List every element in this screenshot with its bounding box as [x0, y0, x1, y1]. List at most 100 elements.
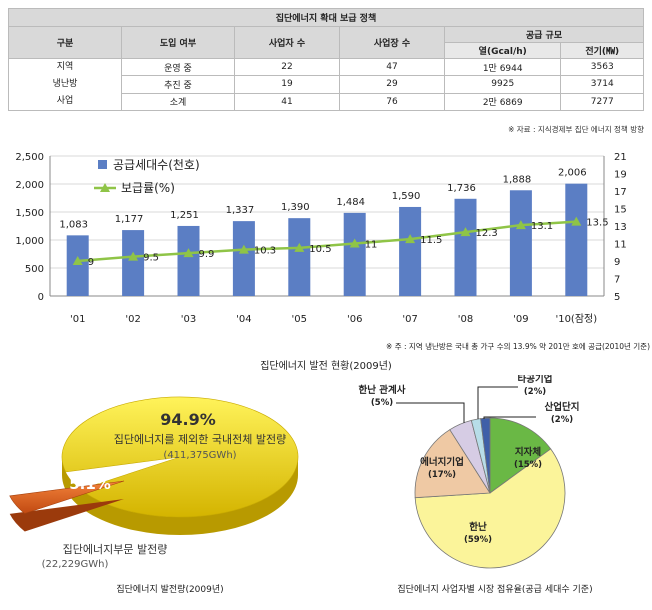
generation-pie-caption: 집단에너지 발전량(2009년) — [116, 585, 224, 595]
pie-slice-side — [9, 499, 125, 532]
pie-slice — [414, 448, 566, 569]
rate-point — [183, 248, 194, 258]
cell-sites: 76 — [339, 92, 445, 112]
pie-slice-small — [9, 480, 125, 514]
rate-value-label: 13.1 — [531, 221, 553, 232]
x-tick-label: '01 — [70, 314, 85, 325]
bar — [454, 198, 477, 296]
y-tick-label: 0 — [38, 292, 44, 303]
rate-point — [349, 238, 360, 248]
table-row: 소계 41 76 2만 6869 7277 — [9, 92, 644, 112]
cell-operators: 22 — [234, 57, 340, 77]
category-label: 냉난방 — [52, 79, 78, 89]
slice-percent-label: (59%) — [464, 535, 492, 545]
rate-value-label: 13.5 — [586, 218, 608, 229]
x-tick-label: '06 — [347, 314, 362, 325]
pie-slice-side — [62, 457, 298, 535]
slice-label: 산업단지 — [545, 401, 580, 413]
bar — [66, 235, 89, 296]
slice-percent-label: (17%) — [428, 470, 456, 480]
x-tick-label: '05 — [292, 314, 307, 325]
generation-pie-chart: 94.9% 집단에너지를 제외한 국내전체 발전량 (411,375GWh) 5.1%… — [9, 396, 299, 570]
rate-value-label: 10.5 — [309, 244, 331, 255]
x-tick-label: '08 — [458, 314, 473, 325]
cell-sites: 47 — [339, 57, 445, 77]
pie-slice — [414, 429, 491, 499]
legend-label: 보급률(%) — [121, 181, 175, 195]
leader-line — [483, 416, 536, 419]
slice-label: 집단에너지를 제외한 국내전체 발전량 — [114, 433, 286, 446]
y2-tick-label: 7 — [614, 275, 620, 286]
category-cell: 지역 냉난방 사업 — [8, 58, 122, 111]
cell-status: 운영 중 — [121, 57, 235, 77]
rate-point — [128, 251, 139, 261]
rate-value-label: 9.9 — [199, 249, 215, 260]
y2-tick-label: 9 — [614, 257, 620, 268]
table-source-note: ※ 자료 : 지식경제부 집단 에너지 정책 방향 — [508, 125, 644, 134]
table-row: 추진 중 19 29 9925 3714 — [9, 75, 644, 94]
slice-percent-label: (2%) — [524, 387, 546, 397]
policy-table: 집단에너지 확대 보급 정책 구분 도입 여부 사업자 수 사업장 수 공급 규… — [8, 8, 644, 112]
rate-point — [571, 216, 582, 226]
cell-sites: 29 — [339, 75, 445, 94]
rate-point — [515, 220, 526, 230]
y-tick-label: 500 — [25, 264, 44, 275]
legend-swatch-bar — [98, 160, 107, 169]
bar-value-label: 1,484 — [336, 197, 365, 208]
supply-combo-chart: 0 500 1,000 1,500 2,000 2,500 5 7 9 11 13 15 17 19 21 1… — [15, 152, 627, 325]
category-label: 사업 — [56, 96, 74, 106]
y-tick-label: 2,000 — [15, 180, 44, 191]
bar — [288, 218, 311, 296]
slice-percent-label: 5.1% — [69, 475, 111, 493]
rate-line — [77, 220, 577, 263]
rate-value-label: 12.3 — [476, 228, 498, 239]
cell-power: 3563 — [560, 57, 644, 77]
slice-label: 한난 관계사 — [358, 384, 405, 396]
bar-value-label: 1,590 — [392, 191, 421, 202]
rate-value-label: 9.5 — [143, 253, 159, 264]
header-adoption: 도입 여부 — [121, 26, 235, 59]
bar — [177, 225, 200, 296]
rate-value-label: 11.5 — [420, 235, 442, 246]
legend-label: 공급세대수(천호) — [113, 157, 200, 172]
rate-point — [238, 244, 249, 254]
y2-tick-label: 11 — [614, 240, 627, 251]
slice-percent-label: (2%) — [551, 415, 573, 425]
slice-percent-label: 94.9% — [160, 410, 216, 429]
leader-line — [477, 386, 518, 419]
bar-value-label: 1,888 — [503, 174, 532, 185]
y2-tick-label: 15 — [614, 205, 627, 216]
slice-amount-label: (22,229GWh) — [42, 559, 109, 570]
cell-power: 3714 — [560, 75, 644, 94]
cell-operators: 41 — [234, 92, 340, 112]
y2-tick-label: 21 — [614, 152, 627, 163]
policy-table-title: 집단에너지 확대 보급 정책 — [8, 8, 644, 27]
bar — [232, 221, 255, 296]
bar — [565, 183, 588, 296]
bar-value-label: 1,251 — [170, 210, 199, 221]
y-tick-label: 1,000 — [15, 236, 44, 247]
bar-value-label: 2,006 — [558, 168, 587, 179]
pie-slice — [489, 417, 552, 494]
cell-power: 7277 — [560, 92, 644, 112]
cell-status: 소계 — [121, 92, 235, 112]
slice-label: 타공기업 — [518, 375, 553, 385]
bar — [343, 212, 366, 296]
y2-tick-label: 17 — [614, 187, 627, 198]
rate-point — [72, 256, 83, 265]
y-tick-label: 1,500 — [15, 208, 44, 219]
cell-heat: 1만 6944 — [443, 57, 562, 77]
legend-swatch-marker — [100, 183, 110, 192]
category-label: 지역 — [56, 62, 74, 72]
cell-heat: 2만 6869 — [443, 92, 562, 112]
slice-percent-label: (5%) — [371, 398, 393, 408]
bar-value-label: 1,390 — [281, 202, 310, 213]
combo-chart-note: ※ 주 : 지역 냉난방은 국내 총 가구 수의 13.9% 약 201만 호에… — [386, 342, 650, 351]
slice-percent-label: (15%) — [514, 460, 542, 470]
pie-slice — [480, 417, 491, 494]
slice-label: 지자체 — [515, 446, 541, 458]
cell-heat: 9925 — [443, 75, 562, 94]
rate-point — [294, 242, 305, 252]
rate-value-label: 9 — [88, 257, 94, 268]
market-share-pie-caption: 집단에너지 사업자별 시장 점유율(공급 세대수 기준) — [397, 585, 593, 595]
